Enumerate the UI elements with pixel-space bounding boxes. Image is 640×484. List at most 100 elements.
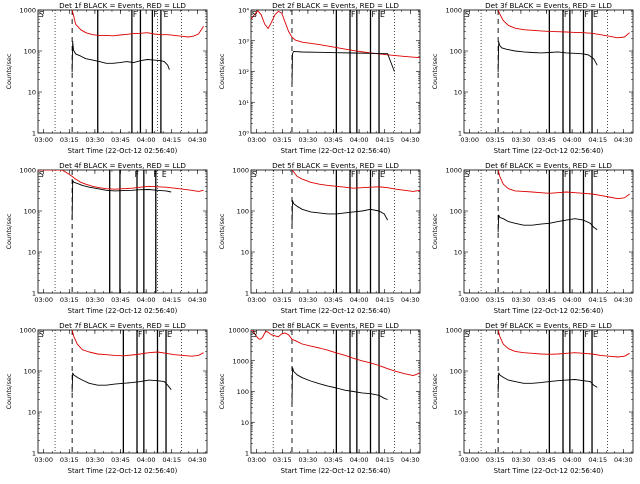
detector-chart-6: Det 6f BLACK = Events, RED = LLD Counts/s… (431, 161, 634, 315)
x-axis-label: Start Time (22-Oct-12 02:56:40) (68, 307, 178, 315)
x-tick-label: 03:30 (299, 456, 318, 464)
time-marker-label: F (564, 10, 568, 19)
y-tick-label: 10 (28, 89, 36, 97)
x-tick-label: 03:15 (60, 296, 79, 304)
lld-series-line (71, 10, 204, 38)
x-tick-label: 04:30 (188, 456, 207, 464)
y-tick-label: 1 (458, 290, 462, 298)
x-tick-label: 03:45 (111, 296, 130, 304)
y-tick-label: 1 (458, 450, 462, 458)
y-axis-label: Counts/sec (431, 373, 439, 409)
y-tick-label: 1000 (445, 327, 462, 335)
x-tick-label: 04:15 (375, 136, 394, 144)
time-marker-label: F (351, 330, 355, 339)
x-tick-label: 03:00 (34, 456, 53, 464)
lld-series-line (38, 170, 204, 192)
x-tick-label: 04:15 (375, 296, 394, 304)
detector-chart-9: Det 9f BLACK = Events, RED = LLD Counts/s… (431, 321, 634, 475)
y-tick-label: 1000 (19, 167, 36, 175)
events-series-line (291, 50, 395, 84)
time-marker-label: S (465, 330, 470, 339)
x-axis-label: Start Time (22-Oct-12 02:56:40) (281, 467, 391, 475)
detector-chart-8: Det 8f BLACK = Events, RED = LLD Counts/s… (218, 321, 421, 475)
x-tick-label: 03:00 (34, 136, 53, 144)
y-tick-label: 1000 (19, 7, 36, 15)
time-marker-label: F (351, 170, 355, 179)
time-marker-label: F (138, 330, 142, 339)
x-tick-label: 03:15 (273, 456, 292, 464)
events-series-line (291, 367, 388, 404)
y-tick-label: 100 (237, 208, 249, 216)
x-tick-label: 03:00 (460, 456, 479, 464)
time-marker-label: F (153, 170, 157, 179)
chart-title: Det 2f BLACK = Events, RED = LLD (272, 1, 399, 10)
detector-chart-7: Det 7f BLACK = Events, RED = LLD Counts/s… (5, 321, 208, 475)
x-tick-label: 03:00 (247, 456, 266, 464)
x-tick-label: 04:00 (137, 136, 156, 144)
events-series-line (71, 180, 172, 221)
detector-panel-7: Det 7f BLACK = Events, RED = LLD Counts/s… (0, 320, 213, 484)
x-tick-label: 04:30 (188, 296, 207, 304)
detector-panel-9: Det 9f BLACK = Events, RED = LLD Counts/s… (426, 320, 639, 484)
y-axis-label: Counts/sec (5, 213, 13, 249)
detector-panel-8: Det 8f BLACK = Events, RED = LLD Counts/s… (213, 320, 426, 484)
x-axis-label: Start Time (22-Oct-12 02:56:40) (494, 307, 604, 315)
x-tick-label: 03:30 (86, 296, 105, 304)
detector-panel-5: Det 5f BLACK = Events, RED = LLD Counts/s… (213, 160, 426, 324)
lld-series-line (71, 330, 204, 357)
events-series-line (497, 214, 598, 233)
x-tick-label: 03:30 (86, 456, 105, 464)
time-marker-label: F (135, 170, 139, 179)
y-tick-label: 10³ (238, 37, 249, 45)
y-tick-label: 100 (450, 368, 462, 376)
x-axis-label: Start Time (22-Oct-12 02:56:40) (68, 147, 178, 155)
x-tick-label: 03:00 (460, 296, 479, 304)
time-marker-label: F (564, 170, 568, 179)
x-axis-label: Start Time (22-Oct-12 02:56:40) (494, 147, 604, 155)
time-marker-label: E (593, 330, 598, 339)
time-marker-label: E (380, 170, 385, 179)
x-tick-label: 04:00 (563, 136, 582, 144)
time-marker-label: S (39, 170, 44, 179)
x-tick-label: 03:00 (34, 296, 53, 304)
x-tick-label: 03:15 (60, 456, 79, 464)
chart-title: Det 9f BLACK = Events, RED = LLD (485, 321, 612, 330)
x-axis-label: Start Time (22-Oct-12 02:56:40) (494, 467, 604, 475)
x-tick-label: 04:15 (588, 296, 607, 304)
y-tick-label: 10 (454, 409, 462, 417)
x-tick-label: 04:00 (350, 456, 369, 464)
y-tick-label: 10 (28, 409, 36, 417)
y-tick-label: 10¹ (238, 99, 249, 107)
x-tick-label: 04:30 (614, 456, 633, 464)
events-series-line (291, 200, 388, 228)
y-tick-label: 100 (24, 48, 36, 56)
y-axis-label: Counts/sec (218, 213, 226, 249)
plot-frame (463, 169, 634, 294)
time-marker-label: F (133, 10, 137, 19)
y-tick-label: 1000 (445, 7, 462, 15)
x-tick-label: 03:30 (299, 296, 318, 304)
time-marker-label: S (252, 10, 257, 19)
x-tick-label: 03:15 (273, 296, 292, 304)
y-tick-label: 100 (450, 48, 462, 56)
time-marker-label: F (153, 10, 157, 19)
time-marker-label: F (371, 330, 375, 339)
y-tick-label: 10 (454, 249, 462, 257)
y-tick-label: 10² (238, 68, 249, 76)
x-tick-label: 04:30 (614, 296, 633, 304)
y-tick-label: 1000 (445, 167, 462, 175)
time-marker-label: F (351, 10, 355, 19)
y-tick-label: 1000 (232, 357, 249, 365)
time-marker-label: E (167, 330, 172, 339)
time-marker-label: E (164, 10, 169, 19)
y-axis-label: Counts/sec (5, 373, 13, 409)
detector-chart-5: Det 5f BLACK = Events, RED = LLD Counts/s… (218, 161, 421, 315)
chart-title: Det 7f BLACK = Events, RED = LLD (59, 321, 186, 330)
x-tick-label: 04:15 (162, 136, 181, 144)
x-tick-label: 03:15 (273, 136, 292, 144)
y-tick-label: 10 (241, 419, 249, 427)
lld-series-line (497, 10, 630, 39)
plot-frame (37, 169, 208, 294)
time-marker-label: S (39, 10, 44, 19)
